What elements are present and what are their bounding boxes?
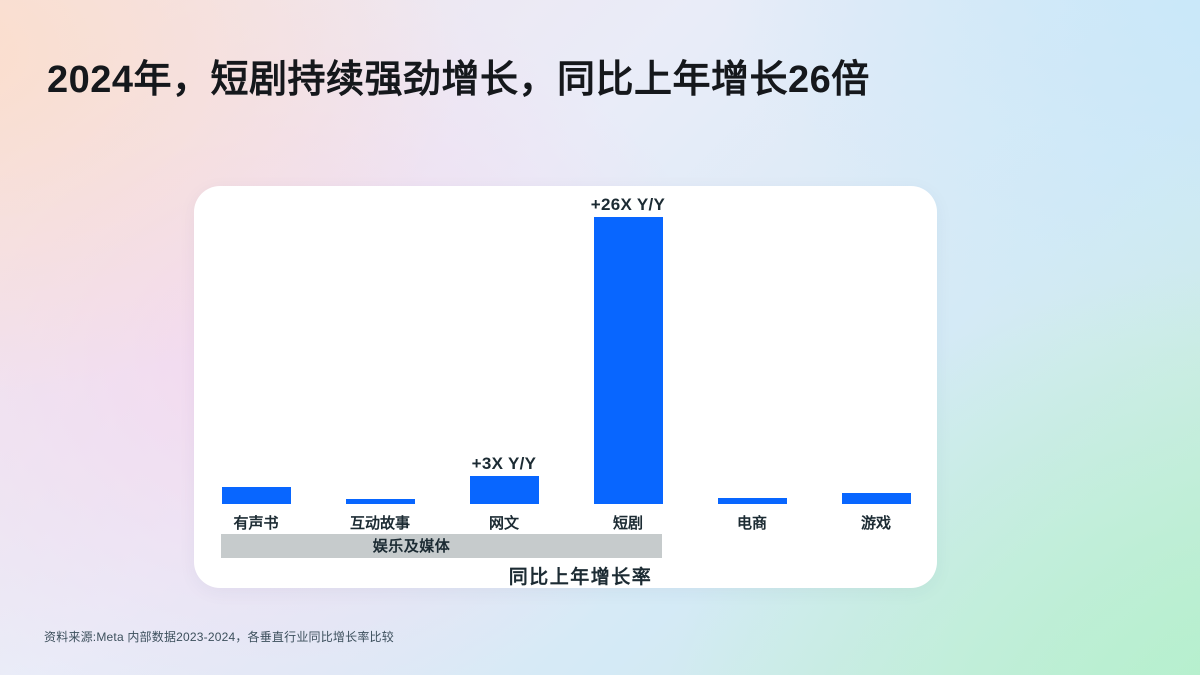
bar-column-web-novels: +3X Y/Y [444,186,564,504]
bar [717,498,787,504]
category-label: 有声书 [233,515,279,532]
bar [221,486,291,504]
x-axis-title: 同比上年增长率 [508,567,653,588]
category-label: 网文 [488,515,519,532]
bar [841,492,911,504]
category-label: 短剧 [612,515,643,532]
source-note: 资料来源:Meta 内部数据2023-2024，各垂直行业同比增长率比较 [44,630,394,644]
bar-column-short-drama: +26X Y/Y [568,186,688,504]
bar-value-label: +26X Y/Y [590,195,666,214]
bar [593,217,663,504]
category-group-band: 娱乐及媒体 [221,533,662,558]
bar-column-interactive-story [320,186,440,504]
chart-card: +3X Y/Y +26X Y/Y 有声书 互动故事 网文 短剧 电商 游戏 娱乐… [194,186,937,588]
bar-column-audiobooks [196,186,316,504]
bar-value-label: +3X Y/Y [471,454,537,473]
bar [345,499,415,504]
group-band-label: 娱乐及媒体 [372,538,451,555]
category-label: 游戏 [860,515,891,532]
category-label: 电商 [736,515,767,532]
bar-column-gaming [816,186,936,504]
slide-title: 2024年，短剧持续强劲增长，同比上年增长26倍 [47,59,870,101]
bar [469,476,539,504]
category-label: 互动故事 [349,515,410,532]
bar-column-ecommerce [692,186,812,504]
